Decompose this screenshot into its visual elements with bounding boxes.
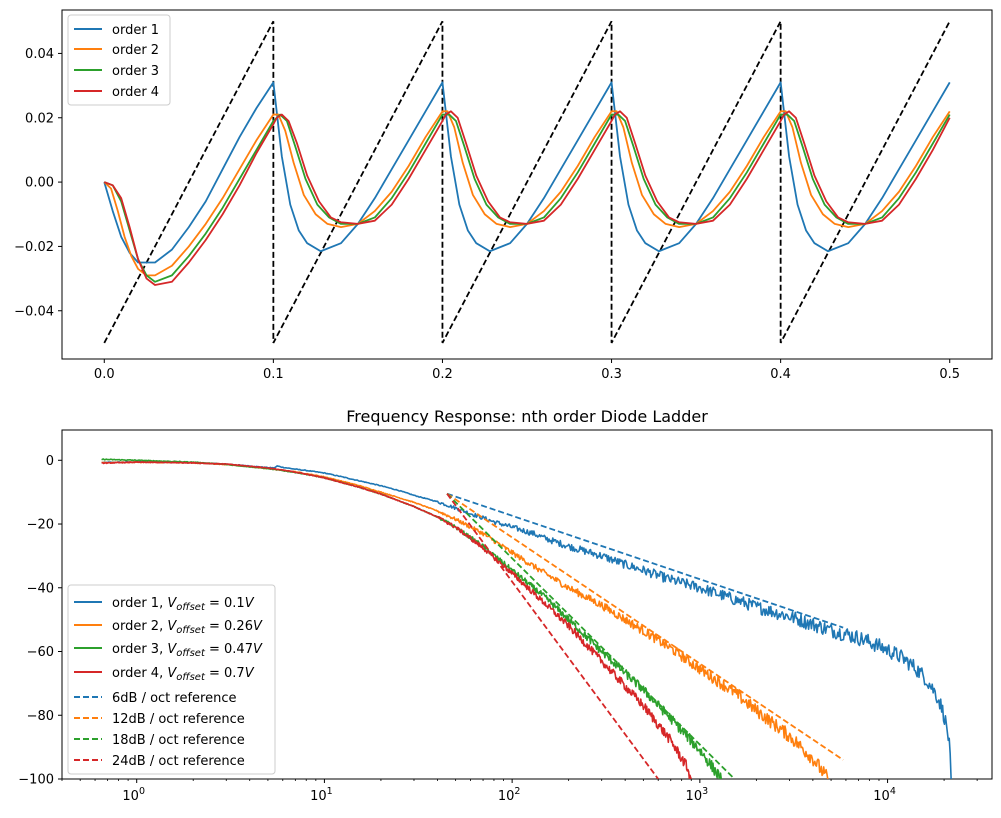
bottom-reference-line-2 <box>446 492 844 761</box>
top-y-tick-label: 0.04 <box>25 47 54 62</box>
legend-sub-4: offset <box>176 672 206 683</box>
top-series-line-order-3 <box>103 113 951 283</box>
legend-entry-order-3: order 3 <box>74 64 159 79</box>
legend-entry-order-3-offset: order 3, Voffset = 0.47V <box>74 642 263 659</box>
legend-entry-order-4-offset: order 4, Voffset = 0.7V <box>74 666 255 683</box>
bottom-y-tick-label: −60 <box>27 645 54 660</box>
top-series-line-order-2 <box>103 110 951 277</box>
bottom-series-line-order-4 <box>101 461 692 779</box>
legend-entry-24db-reference: 24dB / oct reference <box>74 754 245 769</box>
bottom-x-tick-label: 103 <box>686 786 709 804</box>
legend-label-18db-reference: 18dB / oct reference <box>112 733 245 748</box>
bottom-x-tick-label: 104 <box>873 786 896 804</box>
bottom-chart: Frequency Response: nth order Diode Ladd… <box>18 407 993 804</box>
legend-entry-order-4: order 4 <box>74 85 159 100</box>
top-y-tick-label: 0.02 <box>25 111 54 126</box>
top-axis-ticks: 0.0 0.1 0.2 0.3 0.4 0.5 −0.04 −0.02 0.00 0.02 0.04 <box>14 47 960 382</box>
top-legend-box <box>67 14 171 106</box>
legend-entry-order-2-offset: order 2, Voffset = 0.26V <box>74 619 263 636</box>
legend-sub-3: offset <box>176 648 206 659</box>
legend-label-order-4-offset: order 4, Voffset = 0.7V <box>112 666 255 683</box>
legend-sub-2: offset <box>176 625 206 636</box>
legend-label-order-4: order 4 <box>112 85 159 100</box>
bottom-legend-box <box>67 584 276 775</box>
legend-tail-1: = 0.1 <box>205 596 245 611</box>
legend-entry-12db-reference: 12dB / oct reference <box>74 712 245 727</box>
top-chart: 0.0 0.1 0.2 0.3 0.4 0.5 −0.04 −0.02 0.00 0.02 0.04… <box>14 9 993 382</box>
bottom-reference-line-4 <box>446 493 659 779</box>
top-series-lines <box>103 20 951 344</box>
top-x-tick-label: 0.5 <box>939 367 960 382</box>
legend-entry-order-1: order 1 <box>74 23 159 38</box>
legend-label-order-1: order 1 <box>112 23 159 38</box>
bottom-axis-ticks: 100 101 102 103 104 −100 −80 −60 −40 −20 0 <box>18 454 978 804</box>
bottom-reference-line-1 <box>446 492 844 629</box>
legend-entry-18db-reference: 18dB / oct reference <box>74 733 245 748</box>
bottom-reference-line-3 <box>446 493 736 779</box>
legend-label-order-2: order 2 <box>112 43 159 58</box>
top-x-tick-label: 0.0 <box>94 367 115 382</box>
top-series-line-order-1 <box>103 81 951 264</box>
legend-label-order-3: order 3 <box>112 64 159 79</box>
top-x-tick-label: 0.4 <box>770 367 791 382</box>
bottom-chart-title: Frequency Response: nth order Diode Ladd… <box>346 407 708 426</box>
legend-label-6db-reference: 6dB / oct reference <box>112 691 237 706</box>
top-y-tick-label: −0.02 <box>14 240 54 255</box>
legend-entry-order-2: order 2 <box>74 43 159 58</box>
legend-main-4: order 4, <box>112 666 167 681</box>
bottom-legend: order 1, Voffset = 0.1V order 2, Voffset… <box>67 584 276 775</box>
bottom-y-tick-label: −20 <box>27 518 54 533</box>
top-y-tick-label: 0.00 <box>25 176 54 191</box>
bottom-x-tick-label: 101 <box>310 786 333 804</box>
legend-tail-4: = 0.7 <box>205 666 245 681</box>
top-plot-area <box>61 9 993 360</box>
legend-entry-6db-reference: 6dB / oct reference <box>74 691 237 706</box>
legend-label-order-2-offset: order 2, Voffset = 0.26V <box>112 619 263 636</box>
legend-label-12db-reference: 12dB / oct reference <box>112 712 245 727</box>
bottom-series-lines <box>101 458 952 779</box>
bottom-y-tick-label: −80 <box>27 709 54 724</box>
legend-label-24db-reference: 24dB / oct reference <box>112 754 245 769</box>
legend-main-2: order 2, <box>112 619 167 634</box>
legend-main-3: order 3, <box>112 642 167 657</box>
top-y-tick-label: −0.04 <box>14 304 54 319</box>
sawtooth-input-line <box>103 20 951 344</box>
bottom-y-tick-label: 0 <box>46 454 54 469</box>
legend-tail-3: = 0.47 <box>205 642 253 657</box>
top-legend: order 1 order 2 order 3 order 4 <box>67 14 171 106</box>
top-x-tick-label: 0.2 <box>432 367 453 382</box>
legend-label-order-3-offset: order 3, Voffset = 0.47V <box>112 642 263 659</box>
legend-tail-2: = 0.26 <box>205 619 253 634</box>
legend-label-order-1-offset: order 1, Voffset = 0.1V <box>112 596 255 613</box>
bottom-x-tick-label: 100 <box>122 786 145 804</box>
bottom-y-tick-label: −100 <box>18 773 54 788</box>
top-x-tick-label: 0.3 <box>601 367 622 382</box>
legend-main-1: order 1, <box>112 596 167 611</box>
top-x-tick-label: 0.1 <box>263 367 284 382</box>
bottom-y-tick-label: −40 <box>27 581 54 596</box>
top-series-line-order-4 <box>103 110 951 286</box>
bottom-x-tick-label: 102 <box>498 786 521 804</box>
legend-entry-order-1-offset: order 1, Voffset = 0.1V <box>74 596 255 613</box>
legend-sub-1: offset <box>176 602 206 613</box>
